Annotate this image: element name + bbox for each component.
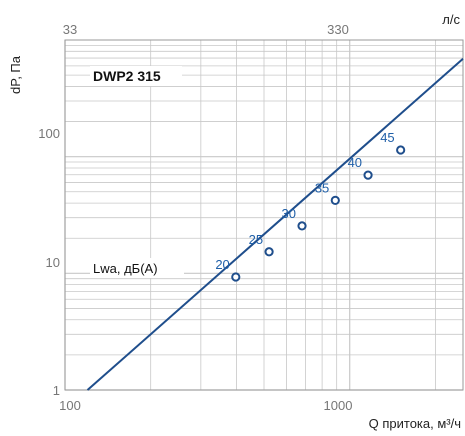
points-layer: 20 25 30 35 40 45 xyxy=(215,130,406,282)
point-marker-45 xyxy=(396,145,406,155)
top-tick-labels: 33 330 xyxy=(63,22,349,37)
plot-frame xyxy=(64,39,464,391)
title-background xyxy=(90,66,182,86)
top-tick-label-330: 330 xyxy=(327,22,349,37)
grid xyxy=(64,40,463,391)
x-axis-label: Q притока, м³/ч xyxy=(369,416,461,431)
top-axis-unit: л/с xyxy=(442,12,460,27)
point-label-25: 25 xyxy=(249,232,263,247)
sound-level-note: Lwa, дБ(А) xyxy=(93,261,158,276)
point-marker-25 xyxy=(264,247,274,257)
point-label-45: 45 xyxy=(380,130,394,145)
y-axis-label: dP, Па xyxy=(8,55,23,94)
curve-layer xyxy=(86,58,464,391)
y-tick-labels: 1 10 100 xyxy=(38,126,60,398)
point-marker-20 xyxy=(231,272,241,282)
y-tick-label-10: 10 xyxy=(46,255,60,270)
x-tick-labels: 100 1000 xyxy=(59,398,352,413)
point-label-20: 20 xyxy=(215,257,229,272)
point-marker-30 xyxy=(297,221,307,231)
annotation-background xyxy=(90,258,184,278)
x-tick-label-100: 100 xyxy=(59,398,81,413)
y-tick-label-1: 1 xyxy=(53,383,60,398)
point-label-35: 35 xyxy=(315,180,329,195)
chart-title: DWP2 315 xyxy=(93,68,161,84)
series-line-0 xyxy=(86,58,464,391)
point-marker-40 xyxy=(363,170,373,180)
point-marker-35 xyxy=(330,195,340,205)
point-label-40: 40 xyxy=(348,155,362,170)
top-tick-label-33: 33 xyxy=(63,22,77,37)
y-tick-label-100: 100 xyxy=(38,126,60,141)
x-tick-label-1000: 1000 xyxy=(324,398,353,413)
point-label-30: 30 xyxy=(282,206,296,221)
